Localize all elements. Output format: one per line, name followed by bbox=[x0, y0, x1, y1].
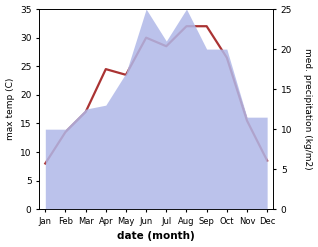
Y-axis label: med. precipitation (kg/m2): med. precipitation (kg/m2) bbox=[303, 48, 313, 170]
X-axis label: date (month): date (month) bbox=[117, 231, 195, 242]
Y-axis label: max temp (C): max temp (C) bbox=[5, 78, 15, 140]
